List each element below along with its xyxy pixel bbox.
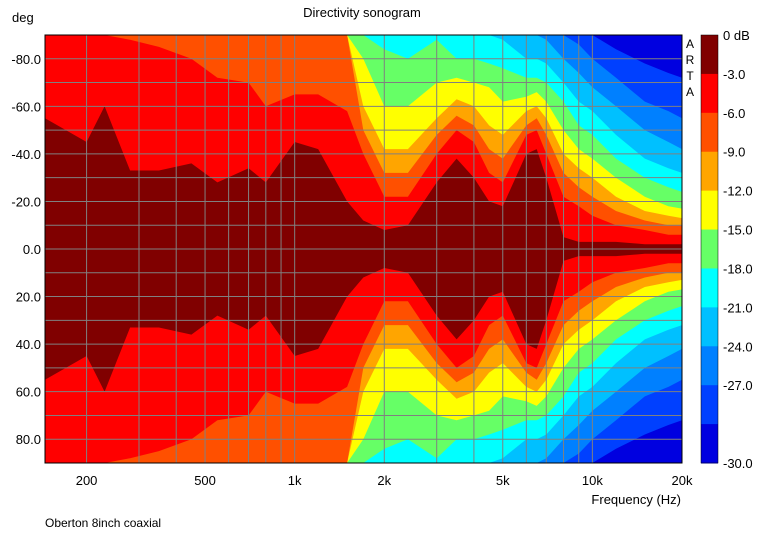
colorbar-swatch <box>701 424 718 464</box>
y-tick-label: -60.0 <box>11 99 41 114</box>
colorbar-label: -3.0 <box>723 67 745 82</box>
x-tick-label: 20k <box>672 473 693 488</box>
colorbar-swatch <box>701 112 718 153</box>
colorbar-frame <box>700 34 719 464</box>
y-tick-label: -40.0 <box>11 147 41 162</box>
colorbar-swatch <box>701 190 718 231</box>
watermark-letter: A <box>686 37 694 51</box>
y-tick-label: 0.0 <box>23 242 41 257</box>
x-tick-label: 200 <box>76 473 98 488</box>
y-tick-label: 20.0 <box>16 290 41 305</box>
footnote-label: Oberton 8inch coaxial <box>45 516 161 530</box>
y-tick-label: 40.0 <box>16 337 41 352</box>
y-tick-label: 60.0 <box>16 385 41 400</box>
colorbar-label: 0 dB <box>723 28 750 43</box>
colorbar-label: -18.0 <box>723 261 753 276</box>
colorbar-swatch <box>701 229 718 269</box>
y-tick-label: -20.0 <box>11 194 41 209</box>
y-tick-labels: -80.0 -60.0 -40.0 -20.0 0.0 20.0 40.0 60.0 80.0 <box>11 52 41 447</box>
colorbar-swatch <box>701 385 718 425</box>
colorbar-label: -9.0 <box>723 145 745 160</box>
colorbar-label: -30.0 <box>723 456 753 471</box>
colorbar-swatch <box>701 307 718 347</box>
colorbar-label: -6.0 <box>723 106 745 121</box>
colorbar-label: -24.0 <box>723 339 753 354</box>
colorbar-legend: 0 dB -3.0 -6.0 -9.0 -12.0 -15.0 -18.0 -21.0 -24.… <box>700 28 753 471</box>
y-axis-label: deg <box>12 10 34 25</box>
colorbar-swatch <box>701 151 718 192</box>
plot-frame <box>44 34 683 464</box>
colorbar-swatch <box>701 73 718 114</box>
chart-title: Directivity sonogram <box>303 5 421 20</box>
x-tick-label: 500 <box>194 473 216 488</box>
watermark-letter: T <box>686 69 694 83</box>
colorbar-swatch <box>701 346 718 386</box>
x-tick-label: 10k <box>582 473 603 488</box>
x-tick-labels: 200 500 1k 2k 5k 10k 20k <box>76 473 693 488</box>
x-tick-label: 5k <box>496 473 510 488</box>
x-axis-label: Frequency (Hz) <box>591 492 681 507</box>
watermark-letter: A <box>686 85 694 99</box>
x-tick-label: 2k <box>377 473 391 488</box>
colorbar-label: -15.0 <box>723 223 753 238</box>
colorbar-swatch <box>701 35 718 75</box>
colorbar-label: -12.0 <box>723 184 753 199</box>
colorbar-label: -21.0 <box>723 300 753 315</box>
colorbar-swatch <box>701 268 718 308</box>
y-tick-label: -80.0 <box>11 52 41 67</box>
colorbar-label: -27.0 <box>723 378 753 393</box>
y-tick-label: 80.0 <box>16 432 41 447</box>
x-tick-label: 1k <box>288 473 302 488</box>
watermark-letter: R <box>686 53 695 67</box>
